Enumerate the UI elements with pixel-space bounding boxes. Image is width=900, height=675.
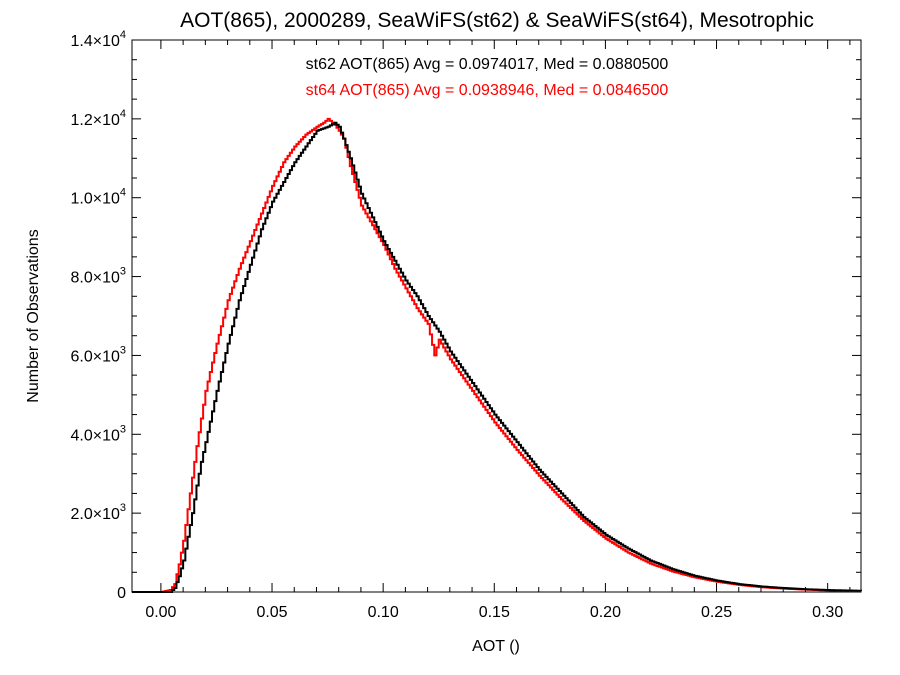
y-axis: 0 2.0×103 4.0×103 6.0×103 8.0×103 1.0×104 1.2×… [70, 29, 861, 602]
x-axis: 0.00 0.05 0.10 0.15 0.20 0.25 0.30 [145, 40, 851, 621]
chart-title: AOT(865), 2000289, SeaWiFS(st62) & SeaWi… [180, 9, 814, 32]
y-tick-label: 1.2×104 [70, 108, 126, 129]
plot-frame [131, 39, 862, 593]
series-layer [132, 117, 862, 593]
y-tick-label: 1.0×104 [70, 187, 126, 208]
x-tick-label: 0.05 [256, 604, 287, 621]
y-tick-label: 0 [117, 585, 126, 602]
legend-st64: st64 AOT(865) Avg = 0.0938946, Med = 0.0… [306, 82, 669, 99]
plot-area [131, 39, 862, 593]
legend-st62: st62 AOT(865) Avg = 0.0974017, Med = 0.0… [306, 56, 669, 73]
x-tick-label: 0.25 [701, 604, 732, 621]
series-line-st64 [132, 117, 862, 593]
y-tick-label: 4.0×103 [70, 423, 126, 444]
x-axis-label: AOT () [472, 638, 520, 655]
y-axis-label: Number of Observations [25, 229, 42, 402]
x-tick-label: 0.20 [590, 604, 621, 621]
x-tick-label: 0.10 [368, 604, 399, 621]
x-tick-label: 0.15 [479, 604, 510, 621]
x-tick-label: 0.00 [145, 604, 176, 621]
y-tick-label: 2.0×103 [70, 502, 126, 523]
y-tick-label: 6.0×103 [70, 344, 126, 365]
x-tick-label: 0.30 [812, 604, 843, 621]
y-tick-label: 1.4×104 [70, 29, 126, 50]
y-tick-label: 8.0×103 [70, 266, 126, 287]
series-line-st62 [132, 121, 862, 593]
